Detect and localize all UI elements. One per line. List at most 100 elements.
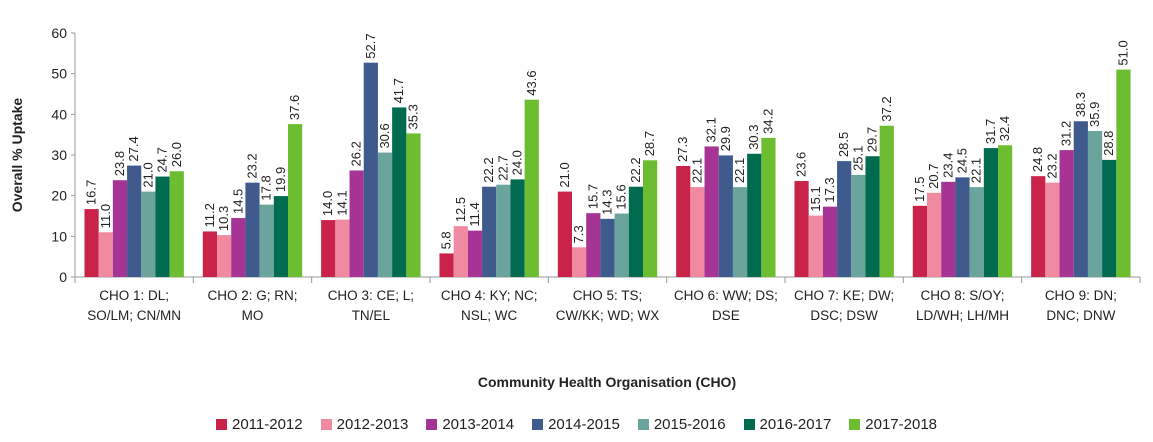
bar [363,62,378,277]
bar [155,176,170,277]
bar [983,148,998,277]
value-label: 22.1 [969,158,984,183]
bar [392,107,407,277]
bar [273,196,288,277]
bar [1031,176,1046,277]
bar [628,186,643,277]
legend-label: 2016-2017 [759,416,832,433]
bar [202,231,217,277]
value-label: 31.7 [983,119,998,144]
legend-swatch [849,419,861,430]
value-label: 22.1 [689,158,704,183]
bar [524,99,539,278]
y-tick-label: 0 [59,269,67,285]
bar [822,206,838,277]
bar [112,180,128,277]
value-label: 14.5 [230,189,245,214]
value-label: 27.3 [675,137,690,162]
value-label: 15.1 [808,186,823,211]
bar [1116,69,1131,277]
value-label: 22.2 [481,157,496,182]
bar [453,226,468,277]
bar [676,165,691,277]
value-label: 26.2 [349,141,364,166]
y-tick-label: 50 [51,66,67,82]
bar [614,213,629,277]
bar [1087,131,1103,277]
value-label: 15.6 [614,184,629,209]
value-label: 52.7 [363,33,378,58]
bar [141,191,156,277]
value-label: 14.3 [600,190,615,215]
y-tick-label: 30 [51,147,67,163]
bar [600,218,615,277]
bar [84,209,99,277]
bar [969,187,984,277]
legend: 2011-2012 2012-2013 2013-2014 2014-2015 2015… [0,416,1153,433]
x-axis-title: Community Health Organisation (CHO) [478,374,736,390]
x-tick-label: CHO 5: TS; CW/KK; WD; WX [555,288,660,323]
y-tick-label: 10 [51,228,67,244]
legend-item: 2014-2015 [532,416,620,433]
value-label: 38.3 [1073,92,1088,117]
value-label: 17.5 [912,177,927,202]
legend-label: 2015-2016 [653,416,726,433]
value-label: 20.7 [926,164,941,189]
value-label: 24.8 [1030,147,1045,172]
bar [335,219,350,277]
x-tick-label: CHO 8: S/OY; LD/WH; LH/MH [915,288,1009,323]
bar [406,133,421,277]
value-label: 5.8 [439,231,454,249]
value-label: 35.3 [405,104,420,129]
value-label: 51.0 [1115,40,1130,65]
bar [912,205,927,277]
legend-item: 2013-2014 [426,416,514,433]
value-label: 34.2 [760,109,775,134]
legend-item: 2017-2018 [849,416,937,433]
value-label: 31.2 [1059,121,1074,146]
value-label: 11.0 [98,204,113,228]
value-label: 10.3 [216,206,231,231]
value-label: 22.7 [495,155,510,180]
value-label: 21.0 [140,162,155,187]
value-label: 35.9 [1087,102,1102,127]
value-label: 28.8 [1101,131,1116,156]
value-label: 12.5 [453,197,468,222]
x-tick-label: CHO 1: DL; SO/LM; CN/MN [87,288,182,323]
value-label: 26.0 [169,142,184,167]
bar [482,186,497,277]
bar [1073,121,1088,277]
legend-label: 2014-2015 [548,416,620,433]
legend-label: 2013-2014 [442,416,515,433]
bar [586,213,601,277]
bar [245,182,260,277]
value-label: 29.9 [718,126,733,151]
value-label: 21.0 [557,162,572,187]
bar [927,192,942,277]
legend-item: 2012-2013 [320,416,408,433]
value-label: 43.6 [524,70,539,95]
bar [98,232,113,277]
legend-swatch [320,419,332,430]
bar [288,124,303,278]
value-label: 23.2 [245,153,260,178]
value-label: 24.5 [955,148,970,173]
legend-item: 2016-2017 [743,416,832,433]
value-label: 30.6 [377,123,392,148]
value-label: 30.3 [746,124,761,149]
value-label: 23.8 [112,151,127,176]
bar [510,179,525,277]
bar [467,230,483,277]
bar [1102,159,1117,277]
bar [231,218,246,277]
value-label: 32.4 [997,116,1012,141]
bar [349,170,364,277]
legend-item: 2015-2016 [637,416,726,433]
bar [808,215,823,277]
bar [704,146,719,277]
legend-swatch [215,419,227,430]
y-axis-title: Overall % Uptake [9,98,25,213]
value-label: 19.9 [273,167,288,192]
bar [718,155,733,277]
